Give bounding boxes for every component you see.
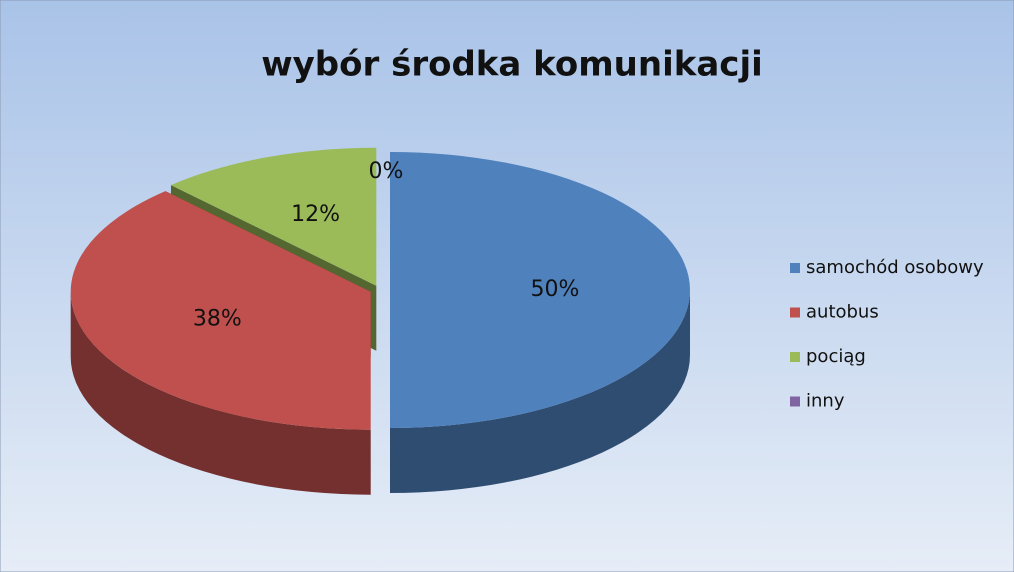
data-label: 50% — [531, 277, 580, 302]
slice-side — [70, 291, 371, 495]
legend-label: inny — [806, 391, 845, 412]
legend-swatch — [790, 352, 800, 362]
slice-side — [390, 290, 690, 493]
legend-label: pociąg — [806, 346, 866, 367]
legend-label: samochód osobowy — [806, 257, 984, 278]
pie-slice — [390, 152, 690, 493]
legend-label: autobus — [806, 302, 879, 323]
data-label: 12% — [291, 202, 340, 227]
legend-swatch — [790, 307, 800, 318]
pie-slice — [70, 191, 371, 495]
slice-top — [70, 191, 371, 430]
slice-top — [390, 152, 690, 428]
legend-swatch — [790, 396, 800, 407]
slice-top — [170, 147, 377, 286]
chart-title: wybór środka komunikacji — [261, 45, 763, 85]
legend-swatch — [790, 263, 800, 273]
data-label: 38% — [193, 307, 242, 332]
data-label: 0% — [369, 159, 404, 184]
